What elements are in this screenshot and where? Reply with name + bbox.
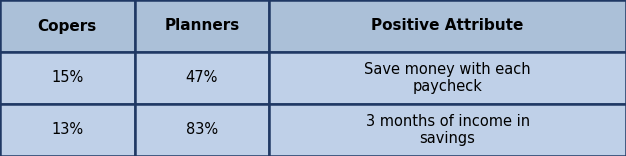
Bar	[269, 0, 626, 52]
Text: Positive Attribute: Positive Attribute	[371, 19, 524, 34]
Text: Copers: Copers	[38, 19, 97, 34]
Bar	[0, 104, 135, 156]
Text: 47%: 47%	[186, 71, 218, 85]
Bar	[135, 52, 269, 104]
Bar	[0, 52, 135, 104]
Bar	[135, 0, 269, 52]
Text: Planners: Planners	[164, 19, 240, 34]
Bar	[135, 104, 269, 156]
Text: 15%: 15%	[51, 71, 83, 85]
Bar	[269, 52, 626, 104]
Text: 3 months of income in
savings: 3 months of income in savings	[366, 114, 530, 146]
Bar	[0, 0, 135, 52]
Text: Save money with each
paycheck: Save money with each paycheck	[364, 62, 531, 94]
Text: 83%: 83%	[186, 122, 218, 137]
Text: 13%: 13%	[51, 122, 83, 137]
Bar	[269, 104, 626, 156]
